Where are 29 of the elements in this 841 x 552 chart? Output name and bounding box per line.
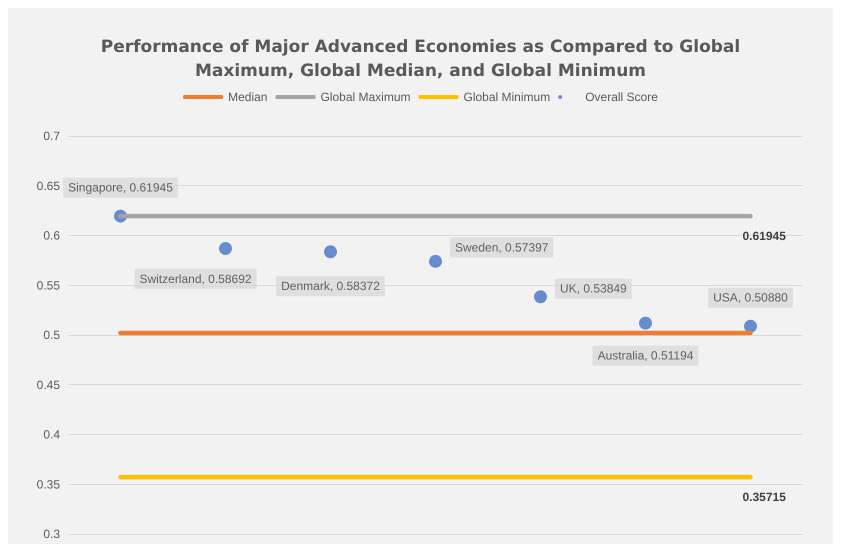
data-label: USA, 0.50880	[713, 290, 788, 305]
y-tick-label: 0.4	[43, 428, 60, 442]
y-tick-label: 0.35	[36, 477, 60, 492]
data-label: Australia, 0.51194	[598, 348, 694, 363]
point	[639, 316, 652, 330]
data-label: UK, 0.53849	[560, 282, 628, 296]
point	[534, 290, 547, 304]
y-tick-label: 0.5	[43, 328, 60, 342]
data-label: Switzerland, 0.58692	[139, 272, 252, 286]
data-label: 0.35715	[742, 490, 786, 504]
chart-title: Performance of Major Advanced Economies as Compared to Global Maximum, Global Median, and Global Minimum	[100, 37, 740, 81]
point	[219, 242, 232, 256]
legend-label: Global Minimum	[464, 90, 550, 104]
y-tick-label: 0.6	[43, 228, 60, 242]
point	[324, 245, 337, 258]
data-label: 0.61945	[742, 229, 786, 244]
point	[429, 254, 442, 268]
legend-label: Global Maximum	[320, 90, 411, 104]
y-tick-label: 0.45	[36, 378, 60, 392]
data-label: Denmark, 0.58372	[281, 279, 380, 294]
y-tick-label: 0.3	[43, 527, 60, 541]
legend-label: Overall Score	[585, 90, 658, 104]
data-label: Sweden, 0.57397	[455, 240, 549, 254]
y-tick-label: 0.55	[36, 278, 60, 292]
data-label: Singapore, 0.61945	[68, 180, 174, 195]
point	[744, 320, 757, 333]
legend-label: Median	[228, 90, 268, 104]
y-tick-label: 0.65	[36, 178, 60, 193]
y-tick-label: 0.7	[43, 129, 60, 143]
